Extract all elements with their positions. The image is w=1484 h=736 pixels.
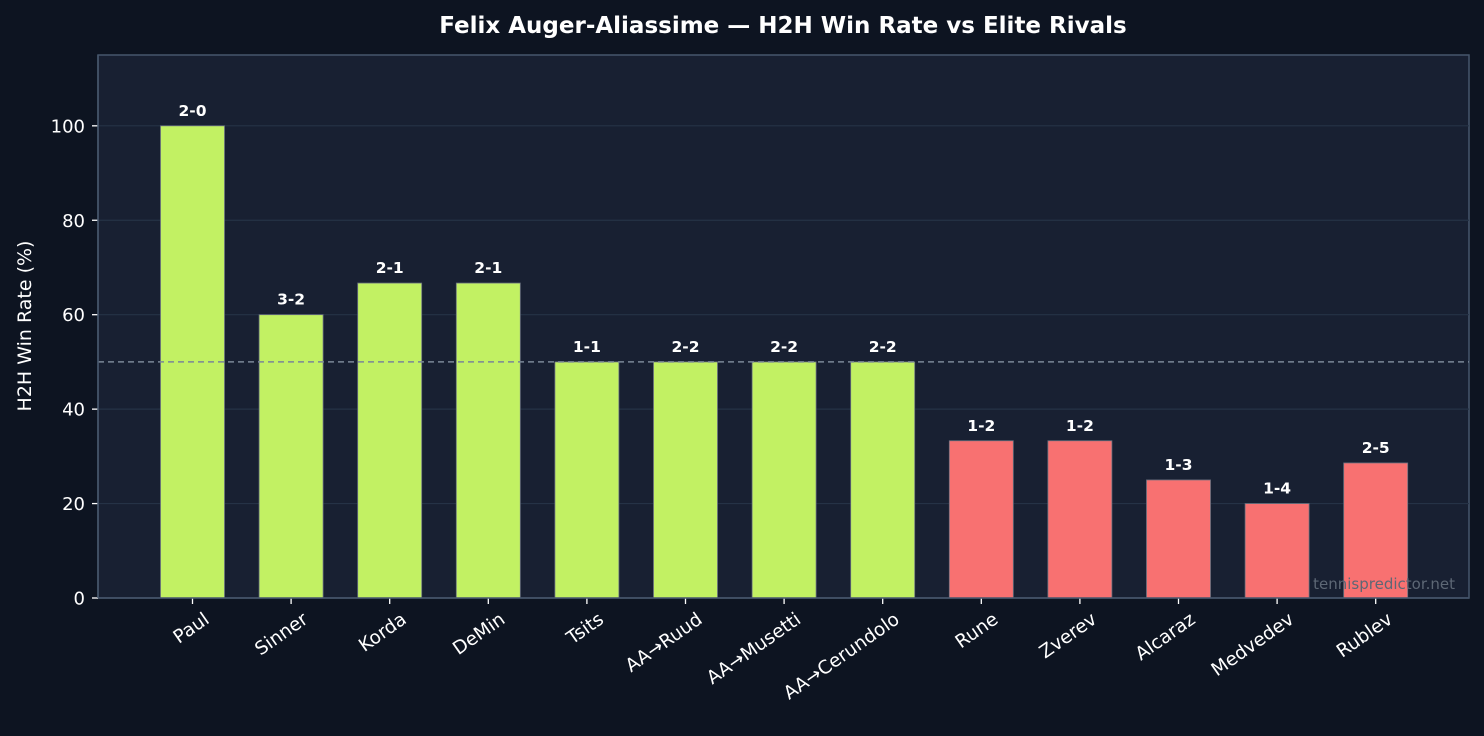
bar-aa-cerundolo bbox=[850, 361, 916, 599]
data-label: 1-2 bbox=[1066, 417, 1094, 435]
y-tick-label-20: 20 bbox=[62, 494, 85, 515]
y-axis-ticks: 0 20 40 60 80 100 bbox=[51, 116, 98, 610]
bar-aa-ruud bbox=[653, 361, 718, 599]
data-label: 2-5 bbox=[1362, 439, 1390, 457]
bar-zverev bbox=[1047, 440, 1113, 599]
watermark: tennispredictor.net bbox=[1313, 575, 1455, 593]
y-tick-label-80: 80 bbox=[62, 211, 85, 232]
bar-tsits bbox=[554, 361, 620, 599]
data-labels: 2-0 3-2 2-1 2-1 1-1 2-2 2-2 2-2 1-2 1-2 1-3 1-4 2-5 bbox=[178, 102, 1389, 498]
y-tick-label-60: 60 bbox=[62, 305, 85, 326]
bar-korda bbox=[357, 282, 423, 599]
data-label: 1-3 bbox=[1164, 456, 1192, 474]
y-tick-label-40: 40 bbox=[62, 400, 85, 421]
data-label: 1-4 bbox=[1263, 480, 1291, 498]
bar-medvedev bbox=[1244, 503, 1310, 599]
bar-rune bbox=[948, 440, 1014, 599]
bar-demin bbox=[455, 282, 521, 599]
bar-sinner bbox=[258, 314, 324, 599]
data-label: 1-1 bbox=[573, 338, 601, 356]
chart-title: Felix Auger-Aliassime — H2H Win Rate vs … bbox=[439, 13, 1126, 39]
data-label: 2-2 bbox=[869, 338, 897, 356]
bar-alcaraz bbox=[1146, 479, 1211, 599]
data-label: 2-2 bbox=[770, 338, 798, 356]
y-tick-label-100: 100 bbox=[51, 116, 85, 137]
data-label: 2-0 bbox=[178, 102, 206, 120]
data-label: 1-2 bbox=[967, 417, 995, 435]
data-label: 2-1 bbox=[474, 259, 502, 277]
bar-aa-musetti bbox=[751, 361, 817, 599]
bar-rublev bbox=[1343, 462, 1409, 599]
data-label: 2-1 bbox=[376, 259, 404, 277]
y-axis-label: H2H Win Rate (%) bbox=[14, 241, 36, 412]
data-label: 2-2 bbox=[671, 338, 699, 356]
y-tick-label-0: 0 bbox=[74, 589, 85, 610]
data-label: 3-2 bbox=[277, 291, 305, 309]
